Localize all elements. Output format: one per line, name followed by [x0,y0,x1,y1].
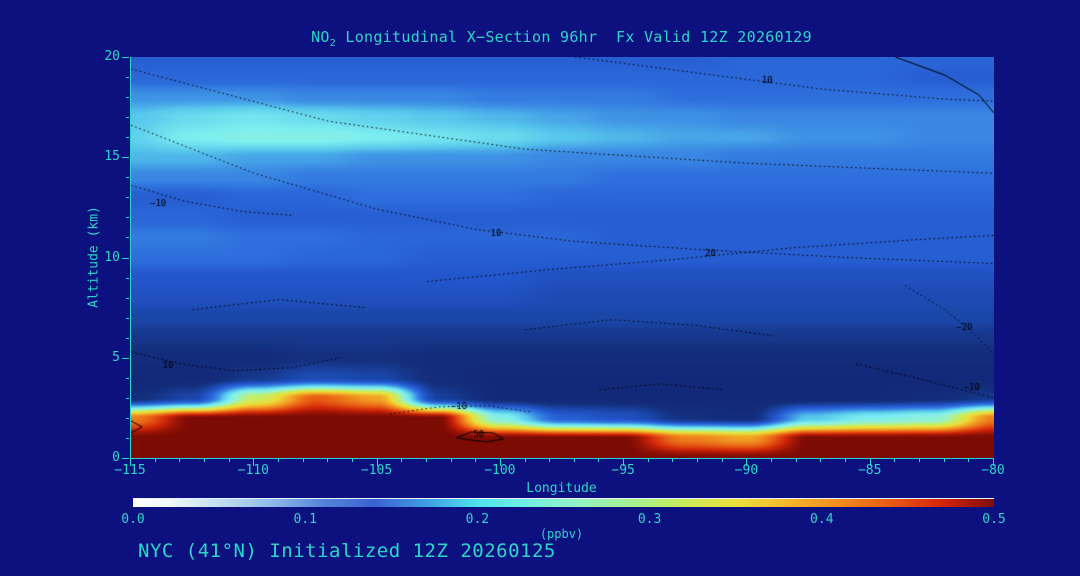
chart-title-prefix: NO [311,28,330,46]
y-tick-minor [126,97,129,99]
y-tick-minor [126,217,129,219]
colorbar-tick-label: 0.5 [982,512,1006,527]
x-tick-minor [475,459,477,462]
x-tick-label: −85 [857,463,882,478]
y-tick-minor [126,177,129,179]
x-tick-minor [524,459,526,462]
x-tick-minor [845,459,847,462]
y-tick-label: 5 [112,349,120,365]
x-tick-minor [302,459,304,462]
x-tick-minor [401,459,403,462]
y-tick-minor [126,417,129,419]
x-tick-major [869,459,871,466]
y-tick-label: 15 [104,149,120,165]
y-tick-minor [126,277,129,279]
x-tick-major [746,459,748,466]
y-tick-minor [126,397,129,399]
x-tick-label: −90 [734,463,759,478]
x-tick-minor [943,459,945,462]
x-tick-minor [771,459,773,462]
colorbar-tick-label: 0.3 [637,512,662,527]
y-tick-minor [126,77,129,79]
y-tick-minor [126,437,129,439]
y-tick-major [122,357,129,359]
x-tick-major [623,459,625,466]
x-tick-minor [820,459,822,462]
y-tick-major [122,57,129,58]
footer-run-info: NYC (41°N) Initialized 12Z 20260125 [138,540,556,562]
y-tick-label: 0 [112,450,120,465]
x-tick-label: −95 [611,463,635,478]
colorbar-tick-label: 0.4 [810,512,834,527]
y-tick-minor [126,317,129,319]
colorbar-tick-label: 0.2 [465,512,490,527]
x-tick-minor [549,459,551,462]
x-tick-minor [721,459,723,462]
colorbar-tick-label: 0.0 [121,512,145,527]
x-tick-minor [203,459,205,462]
y-tick-major [122,257,129,259]
colorbar-units-label: (ppbv) [539,527,584,541]
y-tick-minor [126,197,129,199]
chart-title-text: Longitudinal X−Section 96hr Fx Valid 12Z… [336,28,812,46]
x-tick-minor [894,459,896,462]
y-tick-minor [126,377,129,379]
x-tick-minor [425,459,427,462]
x-tick-minor [919,459,921,462]
x-tick-major [499,459,501,466]
x-tick-minor [351,459,353,462]
x-tick-label: −110 [237,463,269,478]
x-tick-minor [277,459,279,462]
chart-title-subscript: 2 [329,38,337,49]
y-tick-label: 10 [104,249,120,265]
x-tick-major [253,459,255,466]
y-tick-minor [126,137,129,139]
x-tick-label: −80 [981,463,1005,478]
x-tick-major [130,459,131,466]
x-tick-minor [179,459,181,462]
x-tick-minor [228,459,230,462]
colorbar [133,498,994,507]
x-tick-label: −115 [114,463,146,478]
y-tick-minor [126,237,129,239]
x-tick-minor [795,459,797,462]
y-tick-minor [126,297,129,299]
x-axis-label: Longitude [526,481,597,496]
x-tick-major [376,459,378,466]
x-tick-minor [154,459,156,462]
x-tick-minor [598,459,600,462]
chart-title: NO2 Longitudinal X−Section 96hr Fx Valid… [130,28,993,49]
xsection-plot-canvas [131,57,994,458]
plot-area [130,57,994,459]
x-tick-label: −105 [360,463,393,478]
x-tick-minor [697,459,699,462]
y-tick-minor [126,117,129,119]
x-tick-minor [327,459,329,462]
x-tick-minor [450,459,452,462]
x-tick-minor [647,459,649,462]
x-tick-major [993,459,994,466]
y-tick-major [122,458,129,459]
y-tick-minor [126,337,129,339]
y-tick-label: 20 [104,49,120,64]
x-tick-minor [573,459,575,462]
x-tick-label: −100 [484,463,516,478]
y-tick-major [122,157,129,159]
colorbar-tick-label: 0.1 [293,512,317,527]
x-tick-minor [672,459,674,462]
x-tick-minor [968,459,970,462]
